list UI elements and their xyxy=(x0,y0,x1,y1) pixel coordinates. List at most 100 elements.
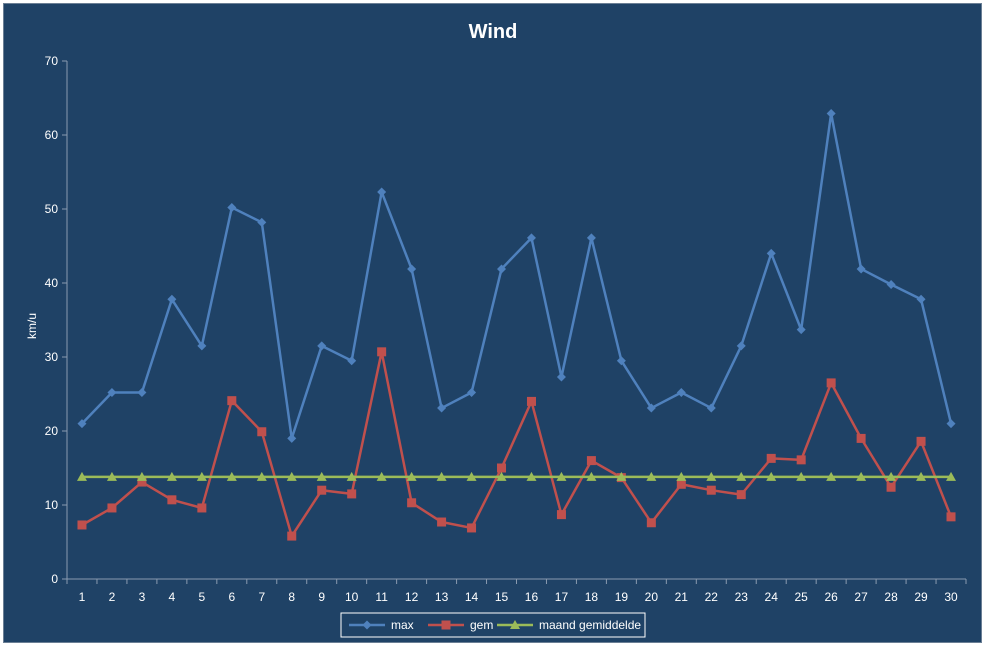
data-point xyxy=(526,471,537,481)
data-point xyxy=(766,453,776,463)
data-point xyxy=(377,187,387,197)
x-tick-label: 12 xyxy=(405,590,419,604)
data-point xyxy=(317,341,327,351)
legend-label: max xyxy=(391,618,414,632)
data-point xyxy=(646,471,657,481)
series-gem xyxy=(77,347,956,541)
x-tick-label: 16 xyxy=(525,590,539,604)
data-point xyxy=(886,279,896,289)
series-layer xyxy=(76,109,957,541)
data-point xyxy=(167,495,177,505)
series-line xyxy=(81,112,953,440)
x-tick-label: 24 xyxy=(765,590,779,604)
data-point xyxy=(586,456,596,466)
y-tick-label: 50 xyxy=(45,202,59,216)
data-point xyxy=(886,471,897,481)
data-point xyxy=(137,477,147,487)
data-point xyxy=(257,217,267,227)
data-point xyxy=(197,341,207,351)
legend-swatch-marker xyxy=(441,620,451,630)
data-point xyxy=(946,512,956,522)
data-point xyxy=(556,372,566,382)
data-point xyxy=(167,294,177,304)
data-point xyxy=(856,264,866,274)
x-tick-label: 2 xyxy=(109,590,116,604)
x-tick-label: 3 xyxy=(139,590,146,604)
x-tick-label: 14 xyxy=(465,590,479,604)
data-point xyxy=(766,471,777,481)
x-tick-label: 5 xyxy=(199,590,206,604)
data-point xyxy=(946,471,957,481)
y-tick-label: 70 xyxy=(45,54,59,68)
data-point xyxy=(826,471,837,481)
chart-area: Wind km/u 0 10 20 30 40 50 60 70 1 2 3 4 5 6 7 8 9 10 11 12… xyxy=(3,3,982,643)
data-point xyxy=(526,396,536,406)
y-axis-label: km/u xyxy=(25,313,39,339)
data-point xyxy=(377,347,387,357)
data-point xyxy=(646,518,656,528)
data-point xyxy=(916,471,927,481)
y-tick-label: 60 xyxy=(45,128,59,142)
x-tick-label: 19 xyxy=(615,590,629,604)
data-point xyxy=(706,403,716,413)
data-point xyxy=(256,471,267,481)
data-point xyxy=(556,510,566,520)
data-point xyxy=(257,427,267,437)
data-point xyxy=(407,498,417,508)
x-tick-label: 23 xyxy=(735,590,749,604)
data-point xyxy=(287,433,297,443)
data-point xyxy=(766,248,776,258)
legend-item: maand gemiddelde xyxy=(497,618,641,632)
data-point xyxy=(286,471,297,481)
data-point xyxy=(106,471,117,481)
x-tick-label: 20 xyxy=(645,590,659,604)
data-point xyxy=(556,471,567,481)
legend-swatch-marker xyxy=(510,620,520,629)
data-point xyxy=(676,479,686,489)
data-point xyxy=(706,471,717,481)
data-point xyxy=(376,471,387,481)
data-point xyxy=(467,523,477,533)
series-max xyxy=(77,109,956,443)
series-line xyxy=(81,350,953,538)
data-point xyxy=(136,471,147,481)
data-point xyxy=(736,490,746,500)
x-tick-label: 25 xyxy=(795,590,809,604)
data-point xyxy=(107,503,117,513)
data-point xyxy=(317,485,327,495)
legend-swatch-marker xyxy=(362,620,372,630)
legend-label: gem xyxy=(470,618,493,632)
data-point xyxy=(736,341,746,351)
data-point xyxy=(706,485,716,495)
data-point xyxy=(437,403,447,413)
data-point xyxy=(826,378,836,388)
x-tick-label: 6 xyxy=(228,590,235,604)
data-point xyxy=(347,356,357,366)
x-tick-label: 7 xyxy=(258,590,265,604)
data-point xyxy=(796,471,807,481)
y-tick-label: 0 xyxy=(51,572,58,586)
data-point xyxy=(856,433,866,443)
x-tick-label: 21 xyxy=(675,590,689,604)
legend: max gem maand gemiddelde xyxy=(340,612,646,638)
y-tick-label: 40 xyxy=(45,276,59,290)
data-point xyxy=(676,471,687,481)
y-tick-label: 10 xyxy=(45,498,59,512)
data-point xyxy=(886,482,896,492)
x-tick-label: 29 xyxy=(914,590,928,604)
data-point xyxy=(916,436,926,446)
data-point xyxy=(407,264,417,274)
data-point xyxy=(796,455,806,465)
x-tick-label: 1 xyxy=(79,590,86,604)
data-point xyxy=(77,419,87,429)
data-point xyxy=(497,264,507,274)
data-point xyxy=(586,233,596,243)
legend-item: max xyxy=(349,618,414,632)
series-maand-gemiddelde xyxy=(76,471,957,481)
data-point xyxy=(346,471,357,481)
data-point xyxy=(227,396,237,406)
data-point xyxy=(437,517,447,527)
x-tick-label: 8 xyxy=(288,590,295,604)
data-point xyxy=(946,419,956,429)
